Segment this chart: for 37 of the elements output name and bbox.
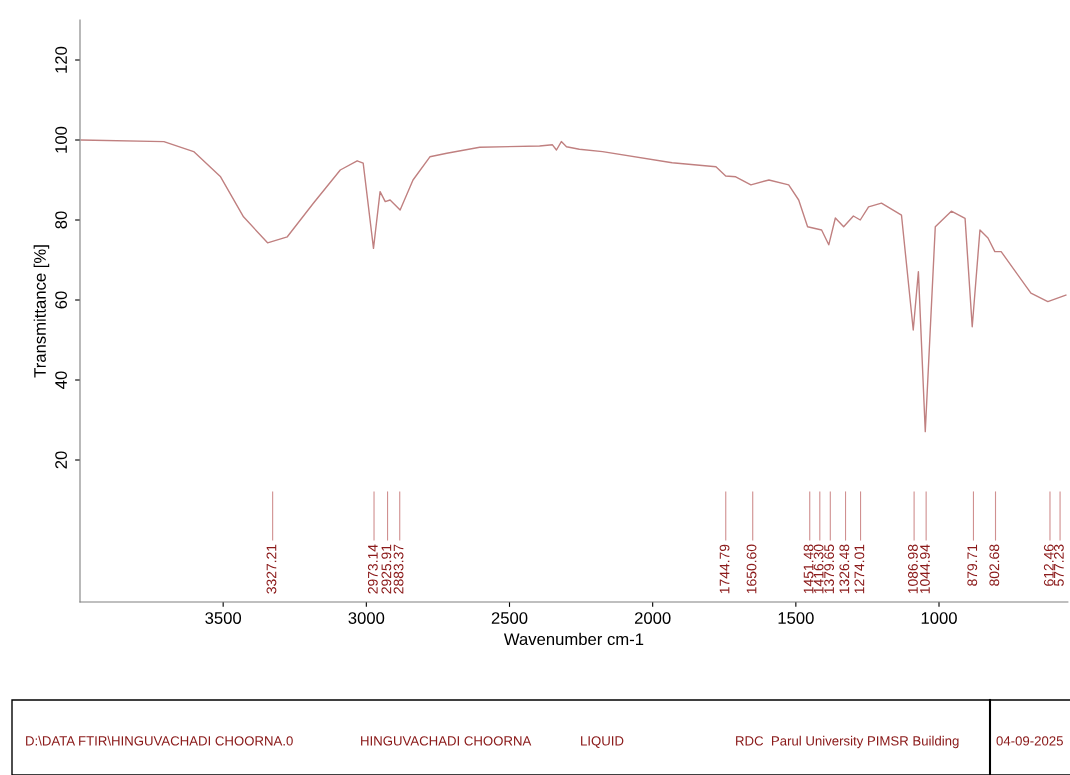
y-tick-label: 120 (55, 46, 67, 73)
x-tick-label: 2500 (491, 612, 528, 624)
ref-line-label: 879.71 (967, 544, 978, 586)
ref-line-label: 2883.37 (393, 544, 404, 594)
ref-line-label: 1326.48 (839, 544, 850, 594)
ref-line-label: 1274.01 (854, 544, 865, 594)
y-tick-label: 100 (55, 126, 67, 153)
ref-line-label: 3327.21 (266, 544, 277, 594)
y-axis-title: Transmittance [%] (33, 245, 50, 378)
y-tick-label: 40 (55, 371, 67, 389)
ref-line-label: 577.23 (1053, 544, 1064, 586)
x-tick-label: 1000 (921, 612, 957, 624)
x-tick-label: 3500 (205, 612, 242, 624)
ref-line-label: 1044.94 (920, 544, 930, 594)
text: D:\DATA FTIR\HINGUVACHADI CHOORNA.0 (26, 735, 293, 746)
ref-line-label: 1086.98 (908, 544, 918, 594)
ref-line-label: 612.46 (1043, 544, 1054, 586)
ref-line-label: 802.68 (989, 544, 1000, 586)
y-tick-label: 20 (55, 451, 67, 469)
ref-line-label: 1416.30 (813, 544, 824, 594)
ref-line-label: 1744.79 (719, 544, 730, 594)
x-tick-label: 3000 (348, 612, 385, 624)
x-axis-title: Wavenumber cm-1 (503, 632, 644, 646)
y-tick-label: 80 (55, 211, 67, 229)
ref-line-label: 2973.14 (367, 544, 378, 594)
text: LIQUID (581, 736, 624, 748)
ref-line-label: 1650.60 (746, 544, 757, 594)
ref-line-label: 1379.65 (824, 544, 835, 594)
ref-line-label: 2925.91 (381, 544, 392, 594)
ref-line-label: 1451.48 (803, 544, 814, 594)
text: RDC Parul University PIMSR Building (736, 735, 959, 749)
y-tick-label: 60 (55, 291, 67, 309)
x-tick-label: 1500 (778, 612, 814, 624)
text: 04-09-2025 (996, 736, 1063, 746)
text: HINGUVACHADI CHOORNA (361, 736, 532, 746)
line-series (80, 139, 1067, 433)
x-tick-label: 2000 (634, 612, 671, 624)
